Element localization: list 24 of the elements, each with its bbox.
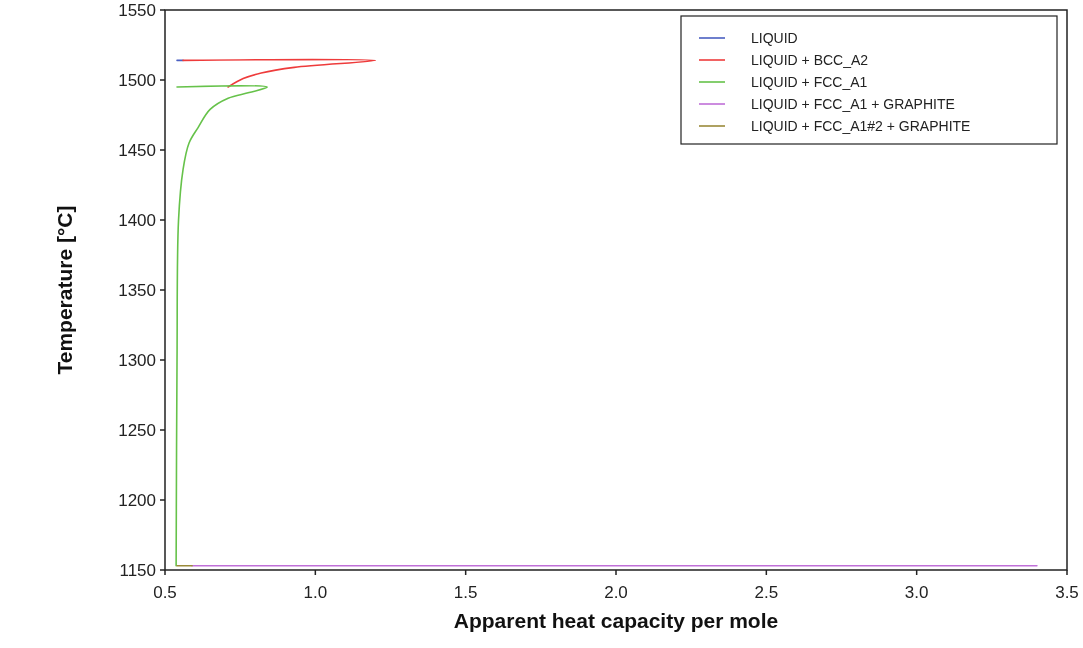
x-tick-label: 2.0	[604, 583, 628, 602]
y-tick-label: 1350	[118, 280, 156, 300]
y-tick-label: 1550	[118, 0, 156, 20]
y-tick-label: 1250	[118, 420, 156, 440]
x-tick-label: 3.0	[904, 583, 929, 602]
x-tick-label: 3.5	[1055, 583, 1079, 602]
legend-label: LIQUID	[751, 29, 798, 46]
x-tick-label: 1.0	[303, 583, 328, 602]
legend-label: LIQUID + BCC_A2	[751, 51, 869, 68]
y-tick-label: 1200	[118, 490, 156, 510]
x-axis-title: Apparent heat capacity per mole	[453, 609, 779, 632]
y-tick-label: 1450	[118, 140, 156, 160]
y-tick-label: 1500	[118, 70, 156, 90]
y-tick-label: 1150	[119, 560, 156, 580]
line-series	[182, 58, 377, 88]
y-tick-label: 1300	[118, 350, 156, 370]
x-tick-label: 0.5	[153, 583, 177, 602]
legend-label: LIQUID + FCC_A1 + GRAPHITE	[751, 95, 955, 112]
y-tick-label: 1400	[118, 210, 156, 230]
x-tick-label: 1.5	[453, 583, 478, 602]
legend-label: LIQUID + FCC_A1#2 + GRAPHITE	[751, 117, 971, 134]
y-axis-title: Temperature [°C]	[53, 205, 76, 375]
legend-label: LIQUID + FCC_A1	[751, 73, 868, 90]
x-tick-label: 2.5	[754, 583, 779, 602]
